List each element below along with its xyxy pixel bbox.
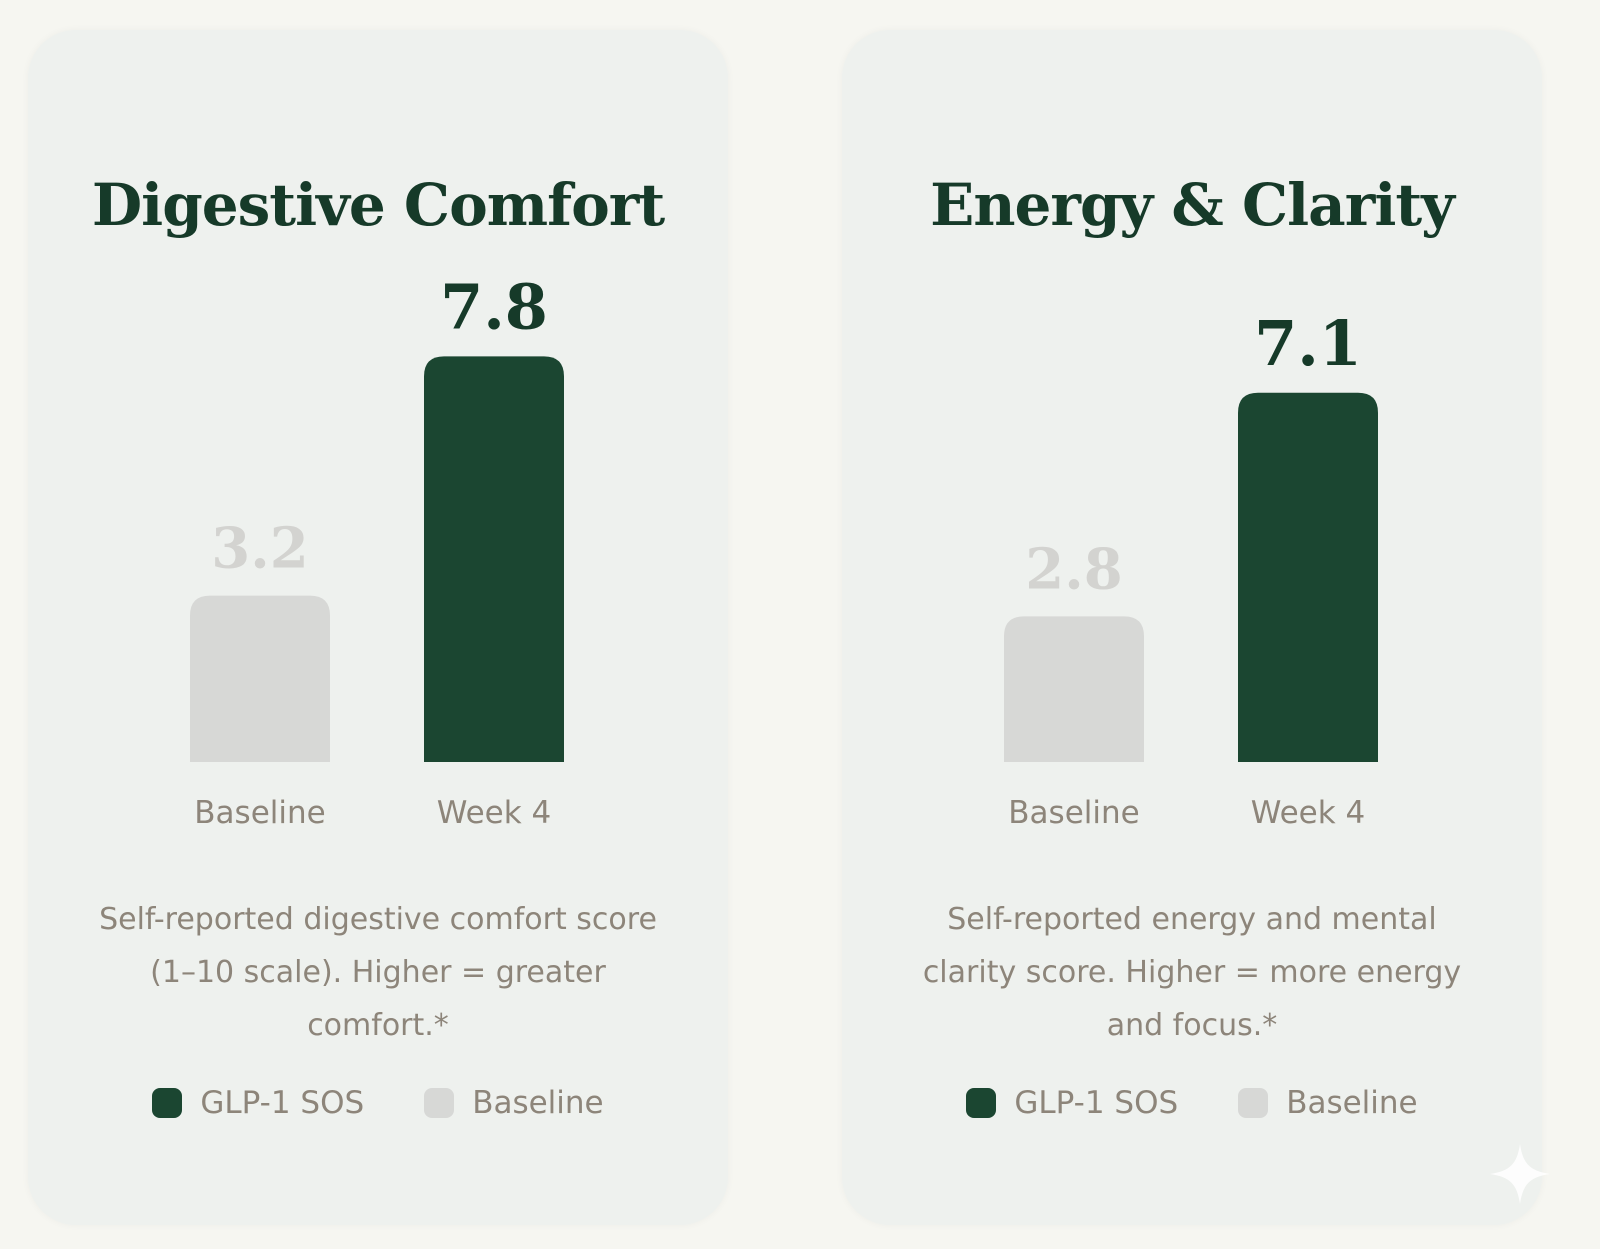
- x-tick-label: Week 4: [437, 795, 552, 831]
- legend-item-glp1-sos: GLP-1 SOS: [152, 1085, 364, 1121]
- legend-swatch-baseline: [424, 1088, 455, 1118]
- data-label: 7.1: [1254, 307, 1362, 380]
- legend-label: Baseline: [472, 1085, 604, 1121]
- x-tick-label: Week 4: [1251, 795, 1366, 831]
- bar-baseline: [190, 595, 330, 762]
- legend-label: GLP-1 SOS: [1014, 1085, 1179, 1121]
- legend-swatch-baseline: [1238, 1088, 1269, 1118]
- bar-chart-digestive-comfort: 3.2 Baseline 7.8 Week 4: [190, 270, 564, 831]
- bar-chart-energy-clarity: 2.8 Baseline 7.1 Week 4: [1004, 307, 1378, 831]
- x-tick-label: Baseline: [1008, 795, 1139, 831]
- data-label: 7.8: [440, 270, 548, 343]
- legend-label: Baseline: [1286, 1085, 1418, 1121]
- chart-title: Energy & Clarity: [930, 171, 1455, 239]
- chart-legend: GLP-1 SOS Baseline: [842, 1085, 1542, 1121]
- data-label: 3.2: [211, 516, 308, 582]
- chart-legend: GLP-1 SOS Baseline: [28, 1085, 728, 1121]
- chart-card-digestive-comfort: Digestive Comfort 3.2 Baseline 7.8 Week 4 S…: [28, 30, 728, 1225]
- x-tick-label: Baseline: [194, 795, 325, 831]
- chart-caption: Self-reported energy and mental clarity …: [922, 902, 1462, 1043]
- legend-swatch-primary: [966, 1088, 997, 1118]
- chart-caption: Self-reported digestive comfort score (1…: [99, 902, 657, 1043]
- sparkle-icon: [1490, 1144, 1550, 1204]
- legend-item-baseline: Baseline: [1238, 1085, 1418, 1121]
- data-label: 2.8: [1025, 536, 1122, 602]
- bar-week-4: [1238, 392, 1378, 762]
- legend-item-baseline: Baseline: [424, 1085, 604, 1121]
- legend-label: GLP-1 SOS: [200, 1085, 365, 1121]
- chart-card-energy-clarity: Energy & Clarity 2.8 Baseline 7.1 Week 4 Se…: [842, 30, 1542, 1225]
- chart-title: Digestive Comfort: [91, 171, 665, 239]
- bar-baseline: [1004, 616, 1144, 762]
- bar-week-4: [424, 356, 564, 762]
- legend-item-glp1-sos: GLP-1 SOS: [966, 1085, 1178, 1121]
- legend-swatch-primary: [152, 1088, 183, 1118]
